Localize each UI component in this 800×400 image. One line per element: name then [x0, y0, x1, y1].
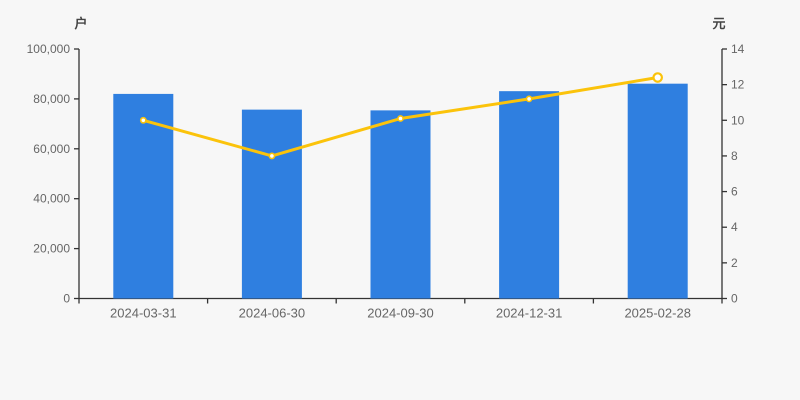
line-point-2024-12-31[interactable] — [525, 95, 533, 103]
x-axis-label: 2024-06-30 — [239, 306, 306, 321]
right-tick-label: 14 — [731, 42, 745, 56]
right-tick-label: 6 — [731, 185, 738, 199]
bar-2024-03-31[interactable] — [113, 93, 174, 299]
line-point-2024-09-30[interactable] — [397, 115, 404, 122]
right-axis-unit-label: 元 — [712, 16, 725, 31]
x-axis-label: 2024-12-31 — [496, 306, 563, 321]
bar-series-group — [113, 83, 688, 299]
right-tick-label: 12 — [731, 78, 745, 92]
line-point-2025-02-28[interactable] — [652, 72, 663, 83]
bar-2024-09-30[interactable] — [370, 110, 431, 299]
right-tick-label: 0 — [731, 292, 738, 306]
left-axis-ticks: 100,000 80,000 60,000 40,000 20,000 0 — [27, 42, 79, 306]
x-axis-label: 2024-03-31 — [110, 306, 177, 321]
left-tick-label: 100,000 — [27, 42, 71, 56]
bar-2024-12-31[interactable] — [499, 91, 560, 299]
x-axis-ticks — [78, 298, 723, 304]
left-axis-unit-label: 户 — [74, 16, 87, 31]
x-axis-label: 2025-02-28 — [624, 306, 691, 321]
left-tick-label: 20,000 — [33, 242, 70, 256]
right-tick-label: 4 — [731, 220, 738, 234]
x-axis-labels-group: 2024-03-31 2024-06-30 2024-09-30 2024-12-31… — [110, 306, 691, 321]
bar-2024-06-30[interactable] — [241, 109, 302, 299]
right-tick-label: 2 — [731, 256, 738, 270]
left-tick-label: 40,000 — [33, 192, 70, 206]
left-tick-label: 60,000 — [33, 142, 70, 156]
line-series-group — [139, 72, 663, 160]
line-point-2024-03-31[interactable] — [139, 116, 147, 124]
right-axis-ticks: 14 12 10 8 6 4 2 0 — [722, 42, 745, 306]
right-tick-label: 10 — [731, 113, 745, 127]
line-point-2024-06-30[interactable] — [268, 152, 276, 160]
left-tick-label: 0 — [63, 292, 70, 306]
bar-2025-02-28[interactable] — [627, 83, 688, 299]
right-tick-label: 8 — [731, 149, 738, 163]
left-tick-label: 80,000 — [33, 92, 70, 106]
x-axis-label: 2024-09-30 — [367, 306, 434, 321]
